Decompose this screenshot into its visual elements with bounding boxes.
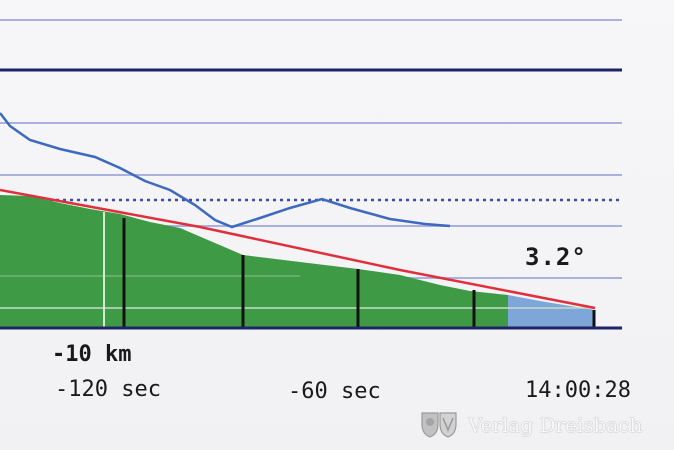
terrain-profile — [0, 195, 508, 328]
glide-path-line — [0, 188, 596, 310]
clock-readout: 14:00:28 — [525, 378, 631, 403]
distance-label: -10 km — [52, 342, 132, 367]
time-label-120: -120 sec — [55, 377, 161, 402]
watermark-text: Verlag Dreisbach — [468, 413, 643, 437]
glide-angle-readout: 3.2° — [525, 243, 587, 271]
altitude-track-line — [0, 112, 451, 229]
terrain-recent — [508, 295, 595, 328]
time-label-60: -60 sec — [288, 379, 381, 404]
crest-logo-icon — [421, 412, 457, 438]
watermark: Verlag Dreisbach — [418, 410, 642, 440]
